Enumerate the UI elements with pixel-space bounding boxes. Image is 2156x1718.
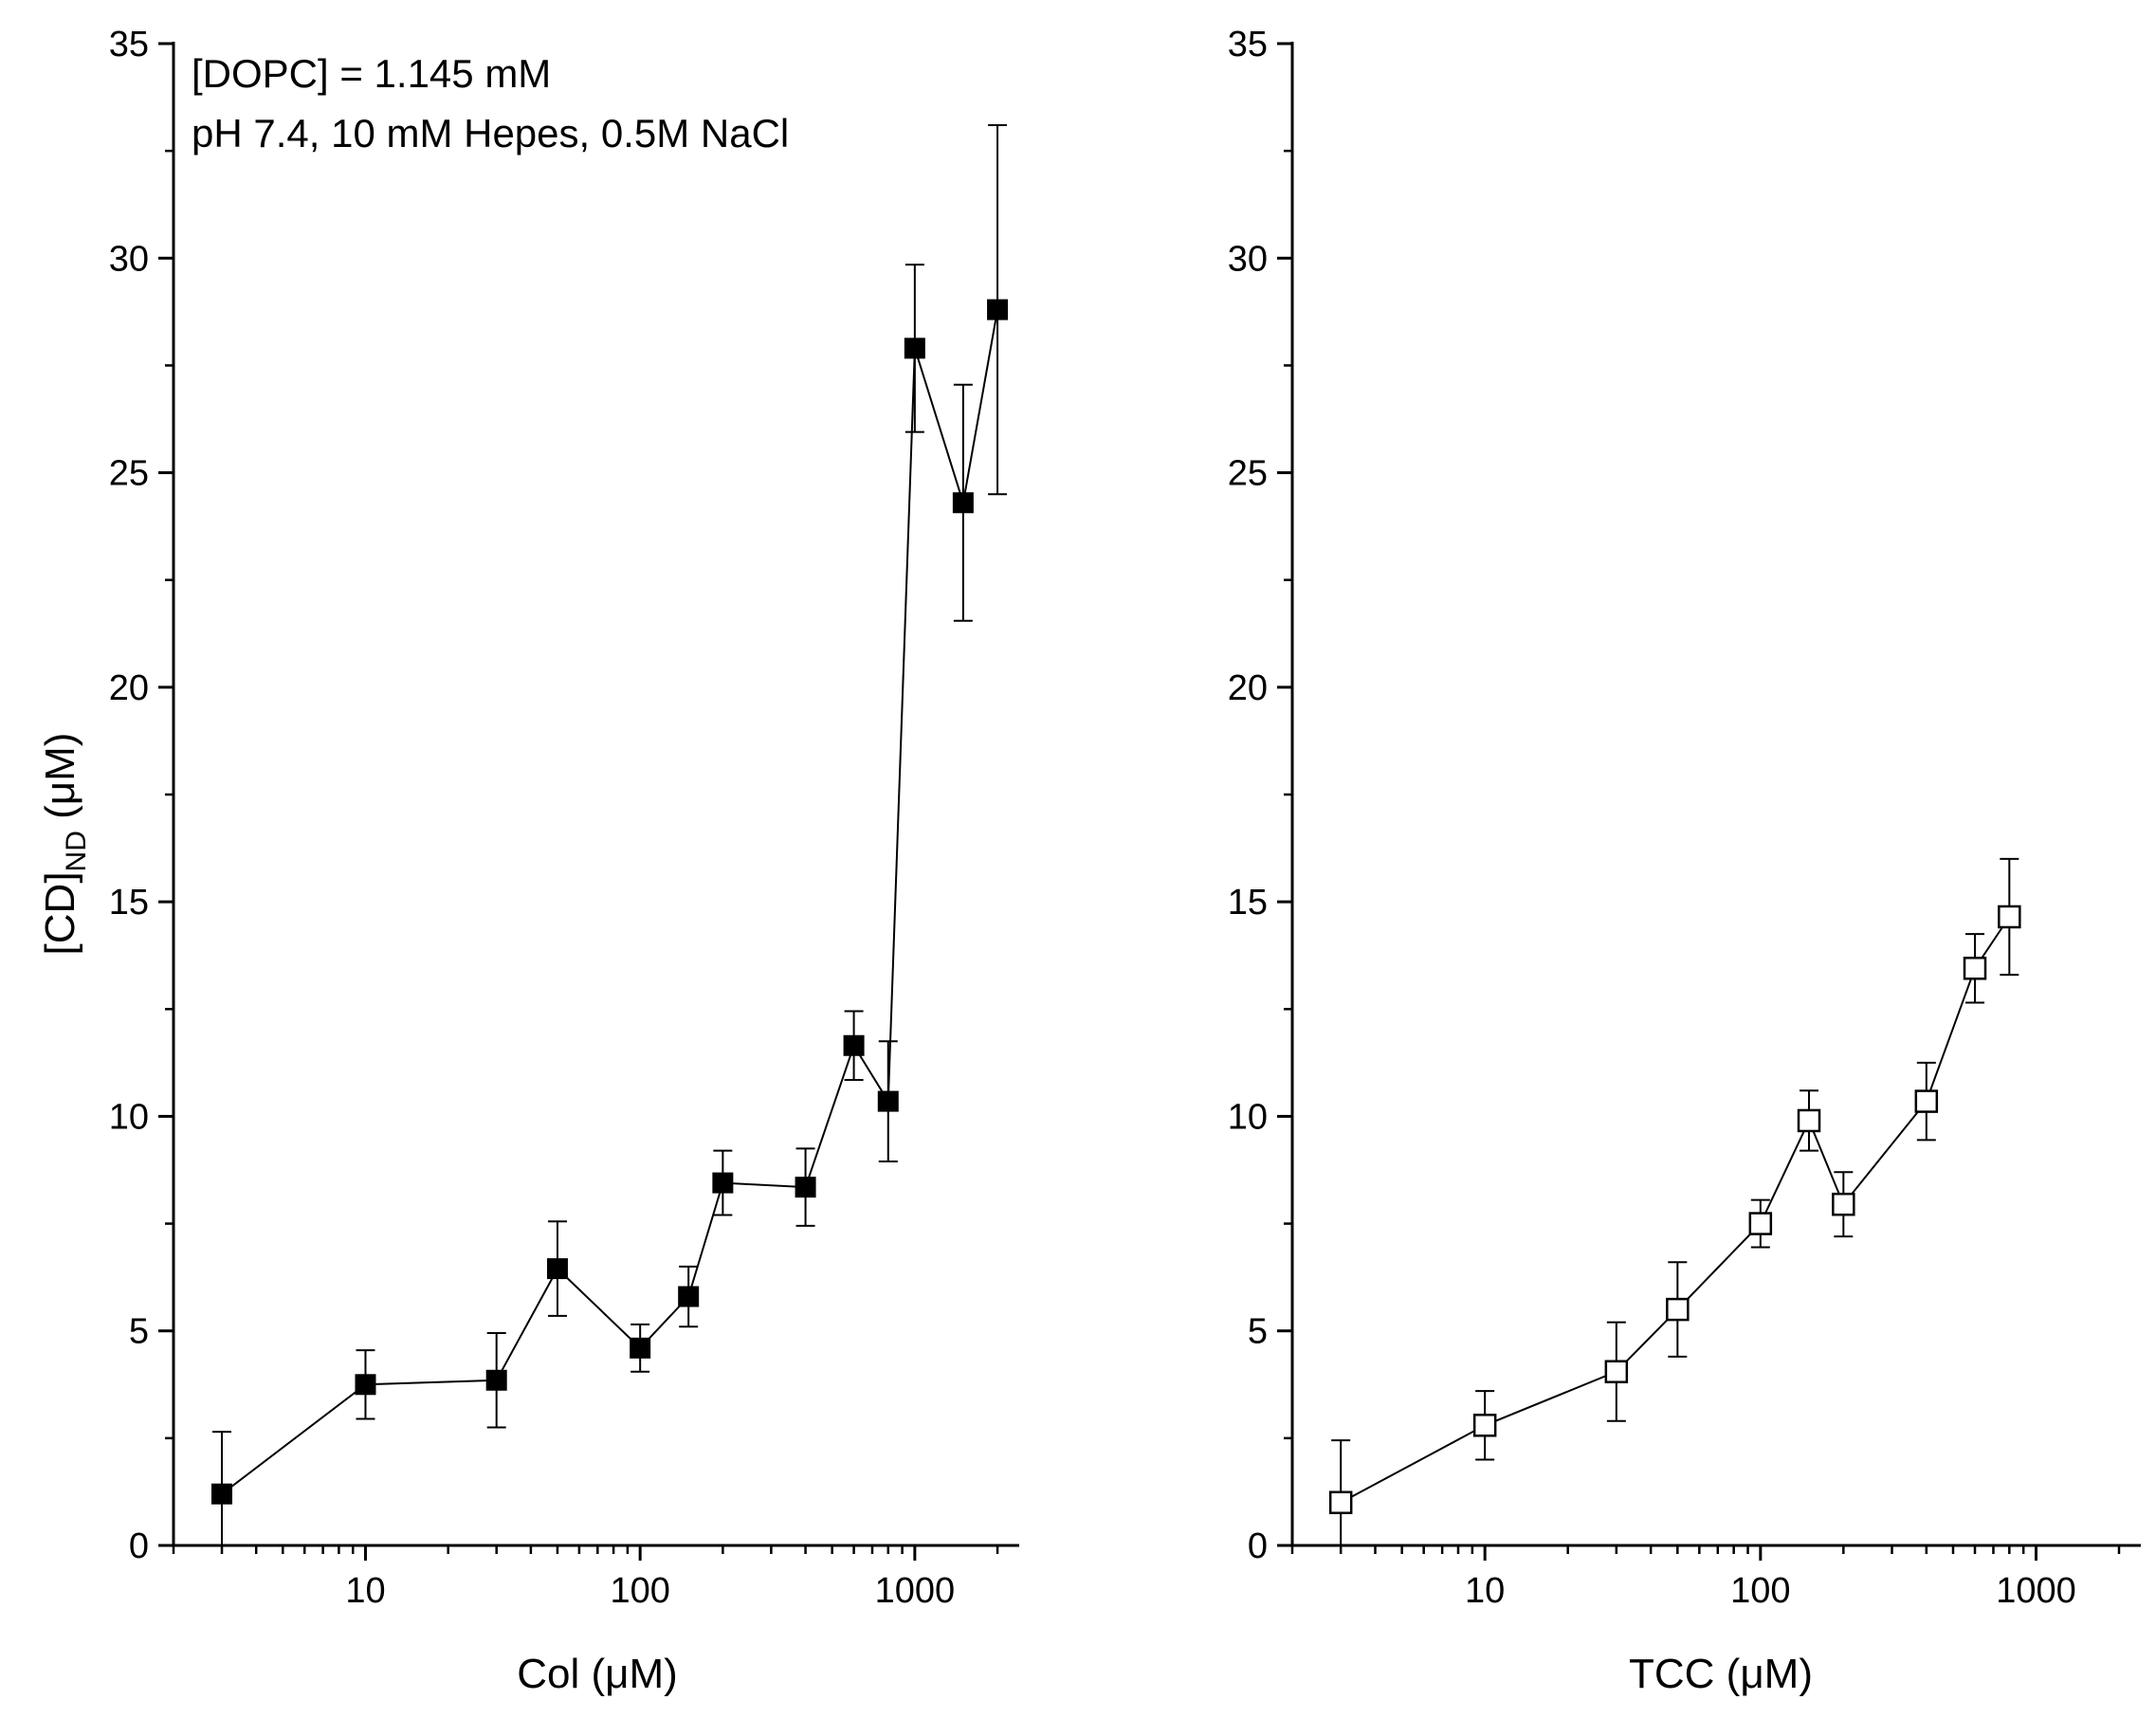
data-point [211,1483,233,1505]
x-axis-title-tcc: TCC (μM) [1629,1651,1813,1697]
y-tick-label: 25 [1228,454,1268,494]
y-tick-label: 15 [109,883,149,923]
data-point [1604,1360,1629,1383]
data-point [1914,1089,1939,1113]
data-point [795,1177,816,1198]
y-tick-label: 5 [1248,1312,1268,1352]
x-tick-label: 100 [1730,1571,1790,1611]
annotation-dopc: [DOPC] = 1.145 mM [192,51,551,96]
data-point [952,492,974,514]
series-line [221,309,999,1495]
x-tick-label: 100 [610,1571,669,1611]
y-tick-label: 35 [1228,25,1268,64]
data-point [1797,1108,1821,1133]
y-tick-label: 10 [109,1097,149,1137]
data-point [1748,1212,1773,1235]
data-point [1328,1490,1353,1514]
y-tick-label: 0 [1248,1526,1268,1566]
y-axis-title: [CD]ND (μM) [37,733,92,956]
y-tick-label: 20 [1228,668,1268,708]
y-tick-label: 20 [109,668,149,708]
y-tick-label: 15 [1228,883,1268,923]
right-panel-tcc: TCC (μM) 0 5 10 15 20 25 30 35 10 100 1000 [1228,25,2141,1697]
data-point [678,1286,700,1307]
data-point [485,1369,507,1391]
data-point [877,1090,899,1112]
x-tick-label: 1000 [875,1571,956,1611]
series-line [1340,916,2011,1504]
y-tick-label: 35 [109,25,149,64]
y-tick-label: 10 [1228,1097,1268,1137]
data-point [1472,1414,1497,1437]
x-tick-label: 1000 [1996,1571,2076,1611]
data-point [546,1258,568,1280]
data-point [1832,1192,1855,1216]
data-point [1998,905,2021,929]
data-point [987,299,1009,320]
y-tick-label: 30 [109,239,149,279]
y-tick-label: 0 [129,1526,149,1566]
y-axis-title-unit: (μM) [37,733,83,819]
x-tick-label: 10 [345,1571,385,1611]
x-tick-label: 10 [1465,1571,1505,1611]
x-axis-title-col: Col (μM) [517,1651,678,1697]
data-point [1666,1297,1690,1322]
annotation-buffer: pH 7.4, 10 mM Hepes, 0.5M NaCl [192,111,789,155]
data-point [630,1337,651,1359]
y-tick-label: 25 [109,454,149,494]
y-axis-title-subscript: ND [61,831,92,871]
data-point [843,1034,865,1056]
y-axis-title-main: [CD] [37,871,83,955]
left-panel-col: [DOPC] = 1.145 mM pH 7.4, 10 mM Hepes, 0… [37,25,1019,1697]
data-point [712,1172,734,1194]
data-point [904,338,925,359]
y-tick-label: 5 [129,1312,149,1352]
data-point [355,1374,376,1396]
y-tick-label: 30 [1228,239,1268,279]
data-point [1963,957,1987,980]
